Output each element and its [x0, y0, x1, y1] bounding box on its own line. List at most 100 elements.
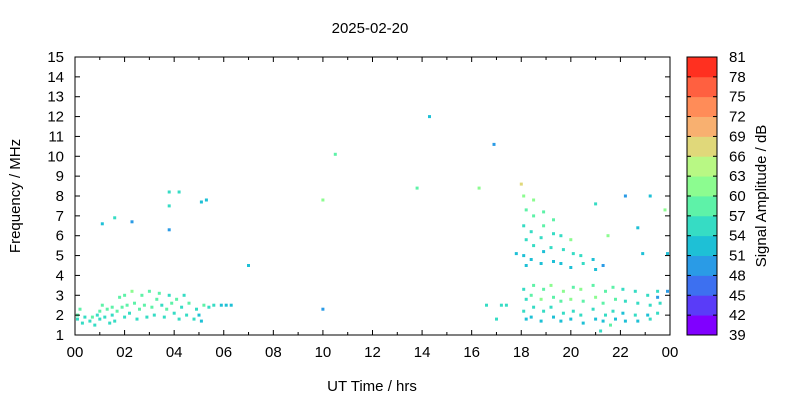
- data-point: [485, 303, 488, 307]
- data-point: [415, 186, 419, 190]
- colorbar-tick-label: 75: [729, 89, 746, 106]
- data-point: [663, 208, 667, 212]
- data-point: [532, 283, 536, 287]
- colorbar-tick-label: 63: [729, 168, 746, 185]
- x-tick-label: 06: [215, 344, 232, 361]
- data-point: [571, 309, 575, 313]
- data-point: [636, 226, 640, 230]
- data-point: [103, 315, 107, 319]
- data-point: [559, 234, 563, 238]
- data-point: [80, 321, 84, 325]
- data-point: [601, 264, 605, 267]
- colorbar-band: [687, 156, 717, 177]
- colorbar-tick-label: 51: [729, 248, 746, 265]
- data-point: [93, 323, 97, 327]
- data-point: [569, 297, 573, 301]
- colorbar-tick-label: 45: [729, 287, 746, 304]
- data-point: [636, 301, 640, 305]
- data-point: [524, 317, 528, 321]
- data-point: [549, 305, 553, 309]
- data-point: [182, 293, 186, 297]
- colorbar-bands: [687, 57, 717, 336]
- data-point: [542, 210, 546, 214]
- data-point: [623, 194, 627, 198]
- data-point: [212, 303, 216, 307]
- data-point: [524, 297, 528, 301]
- data-point: [130, 220, 134, 224]
- x-tick-label: 22: [612, 344, 629, 361]
- data-point: [666, 252, 669, 256]
- data-point: [522, 309, 526, 313]
- data-point: [514, 252, 518, 256]
- data-point: [522, 194, 526, 198]
- data-point: [542, 287, 546, 291]
- x-tick-label: 14: [414, 344, 431, 361]
- data-point: [609, 323, 612, 327]
- data-point: [333, 152, 337, 156]
- colorbar-band: [687, 76, 717, 98]
- data-point: [499, 303, 503, 307]
- colorbar-band: [687, 235, 717, 256]
- data-point: [123, 293, 127, 297]
- data-point: [594, 202, 598, 206]
- y-tick-label: 2: [56, 307, 64, 324]
- data-point: [524, 264, 528, 267]
- x-tick-label: 16: [463, 344, 480, 361]
- data-point: [83, 315, 87, 319]
- data-point: [492, 142, 496, 146]
- data-point: [524, 208, 528, 212]
- x-tick-label: 20: [562, 344, 579, 361]
- colorbar-band: [687, 136, 717, 157]
- data-point: [529, 315, 533, 319]
- data-point: [167, 204, 171, 208]
- chart-title: 2025-02-20: [332, 20, 409, 37]
- data-point: [569, 266, 573, 269]
- data-point: [542, 224, 546, 228]
- data-point: [428, 115, 431, 119]
- data-point: [561, 289, 565, 293]
- data-point: [601, 319, 605, 323]
- data-point: [197, 313, 201, 317]
- data-point: [559, 262, 563, 265]
- data-point: [78, 307, 82, 311]
- data-point: [219, 303, 223, 307]
- data-point: [167, 228, 171, 232]
- data-point: [591, 283, 595, 287]
- data-point: [175, 297, 179, 301]
- data-point: [199, 200, 203, 204]
- data-point: [133, 301, 136, 305]
- data-point: [591, 258, 595, 261]
- data-point: [105, 307, 109, 311]
- data-point: [207, 305, 211, 309]
- colorbar-tick-label: 54: [729, 228, 746, 245]
- data-point: [532, 214, 536, 218]
- data-point: [621, 287, 625, 291]
- data-point: [522, 254, 526, 258]
- y-tick-label: 5: [56, 248, 64, 265]
- data-point: [100, 222, 104, 226]
- data-point: [641, 252, 645, 256]
- x-tick-label: 00: [662, 344, 679, 361]
- data-point: [549, 283, 553, 287]
- data-point: [529, 293, 533, 297]
- data-point: [601, 301, 605, 305]
- x-tick-label: 04: [166, 344, 183, 361]
- data-point: [150, 305, 154, 309]
- data-point: [247, 264, 250, 267]
- data-point: [192, 317, 196, 321]
- data-point: [646, 293, 650, 297]
- colorbar-tick-label: 42: [729, 307, 746, 324]
- data-point: [542, 309, 546, 313]
- data-point: [579, 313, 583, 317]
- data-point: [539, 236, 543, 240]
- data-point: [128, 311, 131, 315]
- colorbar-tick-label: 69: [729, 128, 746, 145]
- data-point: [666, 289, 669, 293]
- data-point: [140, 293, 144, 297]
- colorbar-band: [687, 57, 717, 78]
- plot-frame: [74, 56, 671, 336]
- data-point: [113, 319, 117, 323]
- data-point: [199, 319, 203, 323]
- y-tick-label: 1: [56, 327, 64, 344]
